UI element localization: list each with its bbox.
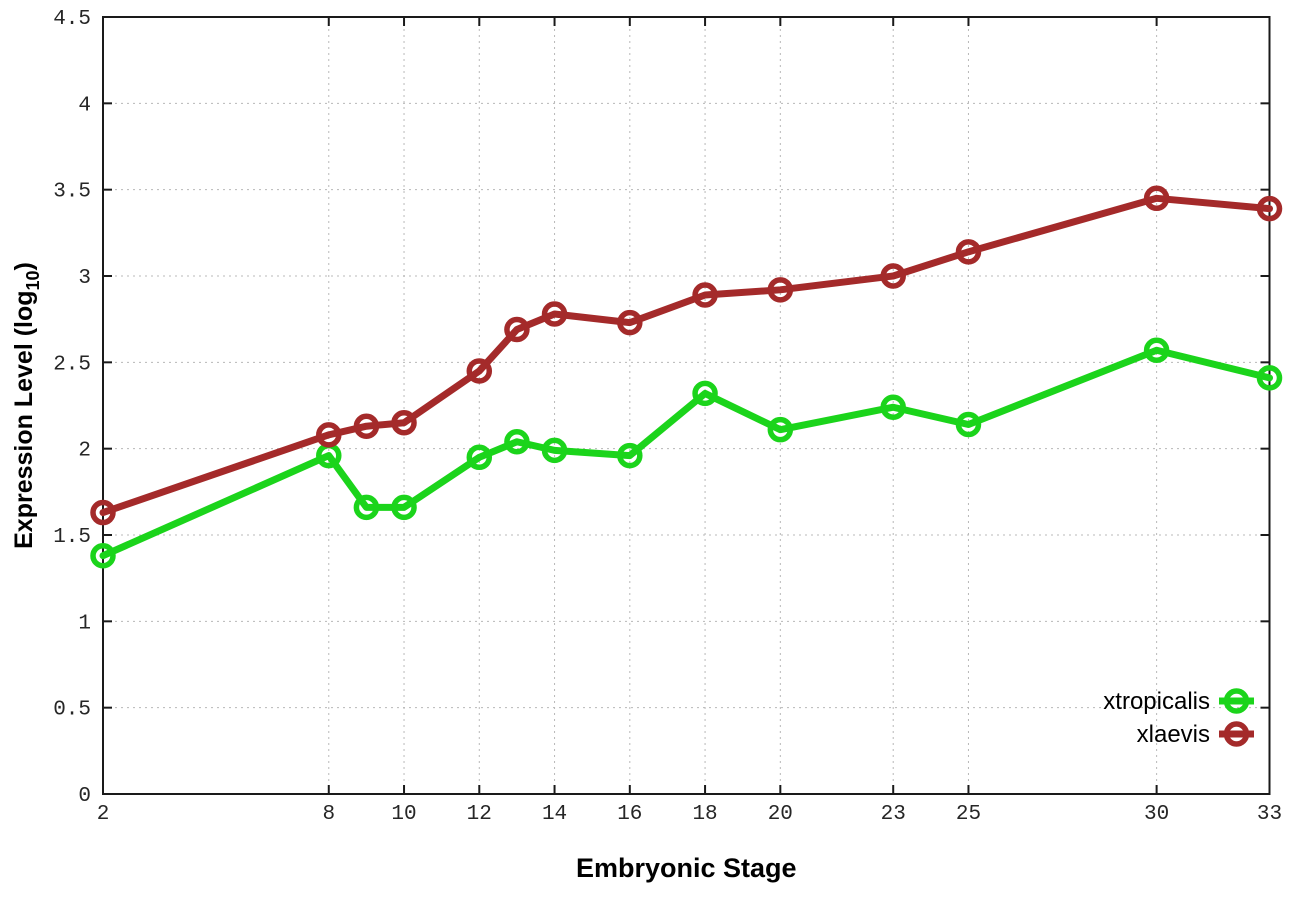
series-marker-xlaevis [90,499,116,526]
series-marker-xtropicalis [353,494,380,521]
y-tick-label: 4.5 [53,8,91,31]
series-marker-xtropicalis [955,411,982,438]
series-marker-xtropicalis [391,494,417,521]
x-tick-label: 16 [617,803,642,826]
x-tick-label: 12 [467,803,492,826]
series-marker-xlaevis [880,263,906,289]
series-marker-xlaevis [617,309,643,336]
series-marker-xlaevis [541,301,568,327]
y-tick-label: 2 [78,440,91,463]
x-tick-label: 8 [322,803,335,826]
x-tick-label: 30 [1144,803,1169,826]
series-marker-xtropicalis [1256,365,1283,391]
x-tick-label: 25 [956,803,981,826]
series-marker-xtropicalis [692,380,718,407]
legend-marker-xlaevis [1223,721,1250,747]
series-marker-xlaevis [391,410,417,436]
series-marker-xlaevis [955,239,982,265]
y-tick-label: 3 [78,267,91,290]
plot-border [102,16,1271,795]
y-tick-label: 3.5 [53,181,91,204]
x-tick-label: 14 [542,803,567,826]
x-tick-label: 20 [768,803,793,826]
series-marker-xtropicalis [504,429,530,455]
y-tick-label: 0.5 [53,699,91,722]
series-marker-xtropicalis [1143,337,1170,363]
y-tick-label: 1.5 [53,526,91,549]
series-marker-xlaevis [316,422,342,448]
x-axis-title: Embryonic Stage [576,853,797,883]
x-tick-label: 33 [1257,803,1282,826]
series-marker-xlaevis [504,316,530,343]
series-marker-xlaevis [466,358,493,384]
series-marker-xtropicalis [541,437,568,464]
legend-label-xtropicalis: xtropicalis [1103,688,1210,715]
series-marker-xtropicalis [767,416,794,443]
series-marker-xlaevis [1256,195,1283,222]
series-marker-xtropicalis [90,542,116,569]
x-tick-label: 23 [881,803,906,826]
series-marker-xlaevis [353,413,380,439]
legend-marker-xtropicalis [1223,688,1250,714]
series-marker-xtropicalis [880,394,906,420]
y-tick-label: 4 [78,94,91,117]
y-tick-label: 1 [78,612,91,635]
series-marker-xlaevis [692,282,718,308]
y-tick-label: 0 [78,785,91,808]
y-axis-title: Expression Level (log10) [10,262,43,549]
x-tick-label: 18 [692,803,717,826]
series-line-xtropicalis [99,346,1273,560]
x-tick-label: 2 [97,803,110,826]
y-tick-label: 2.5 [53,353,91,376]
series-line-xlaevis [99,194,1273,517]
series-marker-xtropicalis [466,444,493,471]
x-tick-label: 10 [391,803,416,826]
legend-label-xlaevis: xlaevis [1137,721,1210,748]
series-marker-xlaevis [1143,185,1170,212]
series-marker-xlaevis [767,277,794,303]
series-marker-xtropicalis [617,442,643,469]
